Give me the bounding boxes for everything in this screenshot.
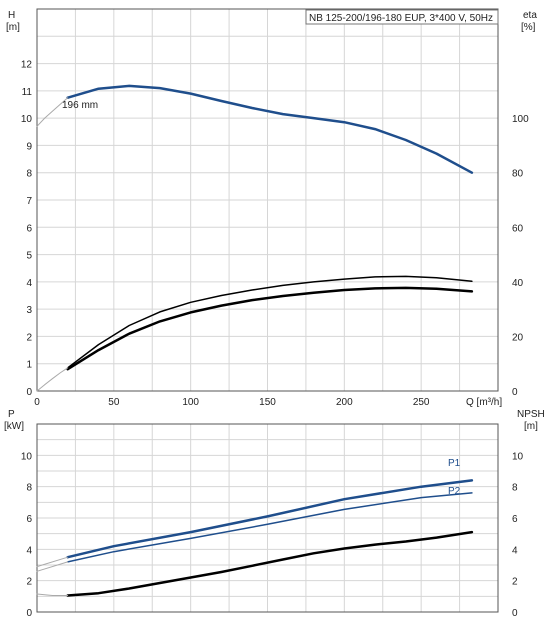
top-ytick-left-label: 10 [21,114,33,125]
top-xtick-label: 50 [108,397,120,408]
bottom-npsh-extrapolated-line [36,593,69,596]
bottom-plot-frame [36,423,499,613]
title-box [305,9,499,25]
top-ylabel-left: H [8,10,15,21]
p1-label: P1 [448,458,461,469]
top-plot-frame [36,8,499,392]
top-h-line [66,84,474,174]
top-h-extrapolated-line [36,97,69,127]
top-xtick-label: 0 [34,397,40,408]
top-ytick-left-label: 0 [26,387,32,398]
bottom-p1-line [66,479,474,559]
top-ytick-left-label: 11 [22,87,33,98]
bottom-ytick-right-label: 8 [512,483,518,494]
bottom-ylabel-right-unit: [m] [524,421,538,432]
top-ytick-left-label: 3 [26,305,32,316]
top-eta-line [66,275,473,369]
top-xtick-label: 250 [413,397,430,408]
top-ytick-right-label: 20 [512,332,524,343]
top-xtick-label: 150 [259,397,276,408]
bottom-npsh-line [66,530,474,597]
top-series [36,84,474,392]
top-ytick-left-label: 6 [26,223,32,234]
top-ytick-right-label: 80 [512,169,524,180]
bottom-p1-extrapolated-line [36,556,69,568]
bottom-ylabel-left-unit: [kW] [4,421,24,432]
bottom-ytick-right-label: 2 [512,577,518,588]
top-ytick-right-label: 100 [512,114,529,125]
top-ytick-left-label: 7 [26,196,32,207]
top-ytick-left-label: 1 [26,360,32,371]
bottom-ytick-right-label: 10 [512,451,524,462]
top-xlabel: Q [m³/h] [466,397,502,408]
top-ytick-right-label: 40 [512,278,524,289]
bottom-p2-line [66,492,473,563]
top-ytick-left-label: 5 [26,251,32,262]
top-ytick-left-label: 12 [21,60,33,71]
bottom-ytick-left-label: 8 [26,483,32,494]
top-ylabel-right-unit: [%] [521,22,536,33]
bottom-ticks: 0 2 4 6 8 10 0 2 4 6 8 10 [21,451,524,619]
top-xtick-label: 200 [336,397,353,408]
bottom-ytick-right-label: 0 [512,608,518,619]
bottom-ytick-left-label: 4 [26,545,32,556]
bottom-ytick-right-label: 6 [512,514,518,525]
top-ytick-left-label: 9 [26,141,32,152]
bottom-ylabel-left: P [8,409,15,420]
top-eta-extrapolated-line [36,367,69,392]
top-ytick-left-label: 2 [26,332,32,343]
bottom-series [36,479,474,597]
top-ytick-left-label: 8 [26,169,32,180]
bottom-ytick-left-label: 6 [26,514,32,525]
bottom-p2-extrapolated-line [36,561,69,572]
top-xtick-label: 100 [182,397,199,408]
top-ylabel-left-unit: [m] [6,22,20,33]
bottom-ytick-left-label: 0 [26,608,32,619]
top-ytick-left-label: 4 [26,278,32,289]
impeller-diameter-label: 196 mm [62,100,98,111]
p2-label: P2 [448,486,461,497]
bottom-ytick-right-label: 4 [512,545,518,556]
bottom-ytick-left-label: 10 [21,451,33,462]
top-ytick-right-label: 0 [512,387,518,398]
top-eta-thick-line [66,286,474,371]
top-ytick-right-label: 60 [512,223,524,234]
bottom-ytick-left-label: 2 [26,577,32,588]
bottom-panel: 0 2 4 6 8 10 0 2 4 6 8 10 P [kW] NPSH [m] P1 P2 [4,409,545,619]
bottom-ylabel-right: NPSH [517,409,545,420]
chart-title: NB 125-200/196-180 EUP, 3*400 V, 50Hz [309,13,493,24]
top-ylabel-right: eta [523,10,537,21]
